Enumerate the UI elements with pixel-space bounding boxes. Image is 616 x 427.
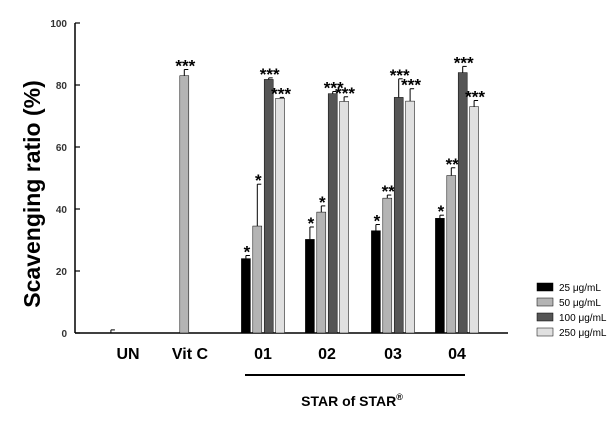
bar [241,258,251,334]
significance-label: * [374,212,381,231]
significance-label: ** [446,155,460,174]
x-tick-label: 04 [448,346,466,363]
x-tick-label: UN [116,346,139,363]
y-tick-label: 20 [56,267,68,278]
x-tick-label: 03 [384,346,402,363]
significance-label: *** [401,76,421,95]
bar [393,97,404,334]
y-tick-label: 80 [56,81,68,92]
legend-label: 50 μg/mL [559,298,601,309]
legend-swatch [536,312,554,322]
bar [405,100,415,334]
group-label-mark: ® [396,392,403,402]
group-label: STAR of STAR® [301,392,403,409]
significance-label: *** [175,57,195,76]
bar [371,230,381,334]
x-tick-label: 01 [254,346,272,363]
y-tick-label: 40 [56,205,68,216]
significance-label: * [244,243,251,262]
legend-swatch [536,282,554,292]
significance-label: *** [271,84,291,103]
significance-label: *** [465,88,485,107]
bar [339,101,349,334]
legend-label: 250 μg/mL [559,328,607,339]
significance-label: *** [335,84,355,103]
bar [263,79,274,334]
bar [469,106,479,334]
x-tick-label: Vit C [172,346,209,363]
significance-label: * [308,214,315,233]
legend-swatch [536,327,554,337]
y-axis-label: Scavenging ratio (%) [19,80,45,307]
bar [327,93,338,334]
y-tick-label: 0 [61,329,67,340]
significance-label: *** [454,53,474,72]
y-tick-label: 100 [50,19,67,30]
y-tick-label: 60 [56,143,68,154]
bar [179,75,190,334]
legend-label: 100 μg/mL [559,313,607,324]
significance-label: ** [382,182,396,201]
bar [316,211,327,334]
significance-label: *** [324,79,344,98]
x-tick-label: 02 [318,346,336,363]
bar [252,225,263,334]
legend-swatch [536,297,554,307]
bar [382,197,393,334]
significance-label: *** [260,65,280,84]
legend-label: 25 μg/mL [559,283,601,294]
significance-label: * [255,171,262,190]
bar [275,98,285,334]
significance-label: *** [390,66,410,85]
bar [457,72,468,334]
bar [305,239,315,334]
bar [435,218,445,334]
legend: 25 μg/mL 50 μg/mL 100 μg/mL 250 μg/mL [536,282,607,339]
bar [446,175,457,334]
significance-label: * [319,193,326,212]
group-label-text: STAR of STAR [301,393,396,409]
significance-label: * [438,202,445,221]
